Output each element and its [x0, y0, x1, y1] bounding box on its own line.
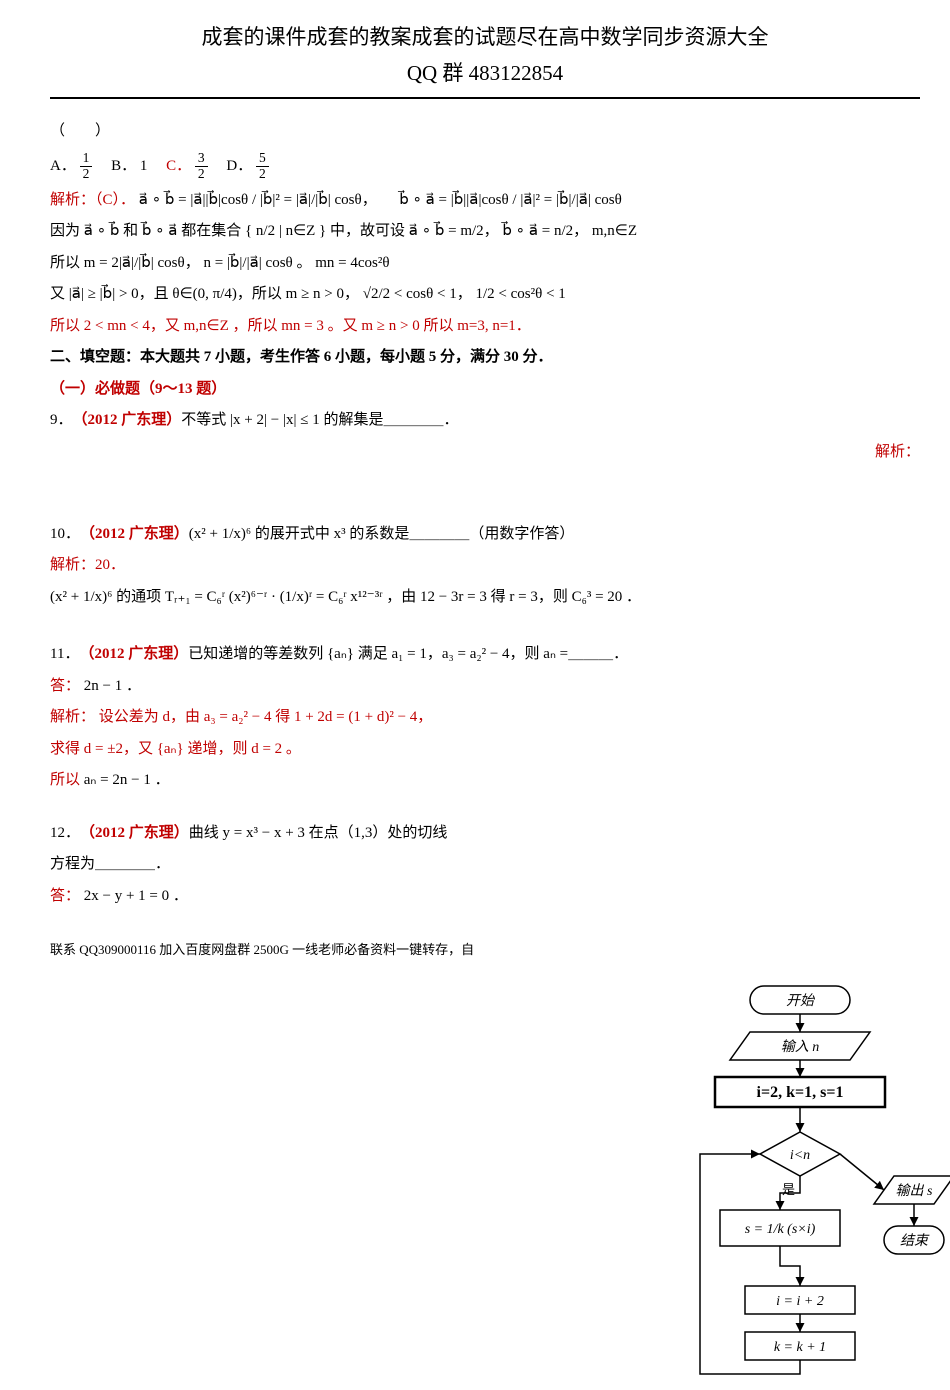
q12: 12． （2012 广东理） 曲线 y = x³ − x + 3 在点（1,3）… [50, 821, 920, 847]
optB-label: B． [111, 158, 136, 174]
svg-text:s = 1/k (s×i): s = 1/k (s×i) [745, 1222, 816, 1237]
q11-after: ． [613, 642, 628, 668]
q8-line-set: 因为 a⃗ ∘ b⃗ 和 b⃗ ∘ a⃗ 都在集合 { n/2 | n∈Z } … [50, 219, 920, 245]
flowchart-diagram: 开始输入 n i=2, k=1, s=1 i<n s = 1/k (s×i) i = i… [670, 980, 930, 1390]
svg-text:结束: 结束 [900, 1233, 930, 1249]
q8-line-again: 又 |a⃗| ≥ |b⃗| > 0，且 θ∈(0, π/4)，所以 m ≥ n … [50, 282, 920, 308]
q11-analysis-2: 求得 d = ±2，又 {aₙ} 递增，则 d = 2 。 [50, 737, 920, 763]
q10-num: 10． [50, 522, 80, 548]
q8-line-aob: a⃗ ∘ b⃗ = |a⃗||b⃗|cosθ / |b⃗|² = |a⃗|/|b… [139, 192, 622, 208]
q10-text: (x² + 1/x)⁶ 的展开式中 x³ 的系数是 [189, 522, 410, 548]
svg-text:输出 s: 输出 s [896, 1183, 933, 1199]
q8-paren: （ ） [50, 119, 920, 145]
page-footer: 联系 QQ309000116 加入百度网盘群 2500G 一线老师必备资料一键转… [50, 939, 920, 961]
q11-analysis-3b: aₙ = 2n − 1 ． [84, 772, 170, 788]
page-header: 成套的课件成套的教案成套的试题尽在高中数学同步资源大全 QQ 群 4831228… [50, 20, 920, 99]
svg-text:i=2, k=1, s=1: i=2, k=1, s=1 [757, 1084, 844, 1101]
q10: 10． （2012 广东理） (x² + 1/x)⁶ 的展开式中 x³ 的系数是… [50, 522, 920, 548]
optC-label: C． [166, 158, 191, 174]
q11-analysis-3-row: 所以 aₙ = 2n − 1 ． [50, 768, 920, 794]
q9: 9． （2012 广东理） 不等式 |x + 2| − |x| ≤ 1 的解集是… [50, 408, 920, 434]
q11-num: 11． [50, 642, 79, 668]
header-line2: QQ 群 483122854 [50, 56, 920, 92]
q11-tag: （2012 广东理） [79, 642, 188, 668]
header-line1: 成套的课件成套的教案成套的试题尽在高中数学同步资源大全 [50, 20, 920, 56]
q9-num: 9． [50, 408, 73, 434]
optB-val: 1 [140, 158, 148, 174]
q9-tag: （2012 广东理） [73, 408, 182, 434]
svg-text:开始: 开始 [786, 993, 816, 1009]
optD-label: D． [226, 158, 252, 174]
q8-options: A． 12 B． 1 C． 32 D． 52 [50, 151, 920, 182]
q11-ans-label: 答： [50, 678, 80, 694]
q9-blank: ＿＿＿＿ [383, 408, 443, 434]
section2-sub: （一）必做题（9～13 题） [50, 377, 920, 403]
optA-frac: 12 [80, 151, 93, 182]
q9-text: 不等式 |x + 2| − |x| ≤ 1 的解集是 [181, 408, 383, 434]
q9-after: ． [443, 408, 458, 434]
q11-analysis-label: 解析： [50, 709, 95, 725]
q12-num: 12． [50, 821, 80, 847]
q10-analysis-label: 解析：20． [50, 553, 920, 579]
q10-work: (x² + 1/x)⁶ 的通项 Tᵣ₊₁ = C₆ʳ (x²)⁶⁻ʳ · (1/… [50, 585, 920, 611]
q11-analysis-3a: 所以 [50, 772, 84, 788]
q12-text: 曲线 y = x³ − x + 3 在点（1,3）处的切线 [189, 821, 448, 847]
q11-analysis-1-row: 解析： 设公差为 d，由 a₃ = a₂² − 4 得 1 + 2d = (1 … [50, 705, 920, 731]
q12-line2: 方程为＿＿＿＿． [50, 852, 920, 878]
q11: 11． （2012 广东理） 已知递增的等差数列 {aₙ} 满足 a₁ = 1，… [50, 642, 920, 668]
q10-blank: ＿＿＿＿ [409, 522, 469, 548]
q12-ans: 2x − y + 1 = 0 ． [84, 888, 188, 904]
svg-text:是: 是 [782, 1182, 795, 1197]
optC-frac: 32 [195, 151, 208, 182]
q12-ans-label: 答： [50, 888, 80, 904]
section2-title: 二、填空题：本大题共 7 小题，考生作答 6 小题，每小题 5 分，满分 30 … [50, 345, 920, 371]
q10-tag: （2012 广东理） [80, 522, 189, 548]
q8-analysis-label: 解析：（C）． [50, 192, 135, 208]
q10-after: （用数字作答） [469, 522, 574, 548]
q8-line-final: 所以 2 < mn < 4，又 m,n∈Z ，所以 mn = 3 。又 m ≥ … [50, 314, 920, 340]
q11-analysis-1: 设公差为 d，由 a₃ = a₂² − 4 得 1 + 2d = (1 + d)… [99, 709, 433, 725]
spacer: 解析： [50, 440, 920, 480]
q8-analysis-row: 解析：（C）． a⃗ ∘ b⃗ = |a⃗||b⃗|cosθ / |b⃗|² =… [50, 188, 920, 214]
q12-ans-row: 答： 2x − y + 1 = 0 ． [50, 884, 920, 910]
q11-text: 已知递增的等差数列 {aₙ} 满足 a₁ = 1，a₃ = a₂² − 4，则 … [188, 642, 568, 668]
q8-line-mn: 所以 m = 2|a⃗|/|b⃗| cosθ， n = |b⃗|/|a⃗| co… [50, 251, 920, 277]
q11-blank: ＿＿＿ [568, 642, 613, 668]
svg-text:i<n: i<n [790, 1148, 810, 1163]
spacer3 [50, 616, 920, 636]
spacer2 [50, 486, 920, 516]
q11-ans-row: 答： 2n − 1 ． [50, 674, 920, 700]
q9-analysis-label: 解析： [875, 440, 920, 466]
flowchart-svg: 开始输入 n i=2, k=1, s=1 i<n s = 1/k (s×i) i = i… [670, 980, 950, 1380]
svg-text:k = k + 1: k = k + 1 [774, 1340, 826, 1355]
svg-text:i = i + 2: i = i + 2 [776, 1294, 824, 1309]
q12-tag: （2012 广东理） [80, 821, 189, 847]
optA-label: A． [50, 158, 76, 174]
q11-ans: 2n − 1 ． [84, 678, 141, 694]
optD-frac: 52 [256, 151, 269, 182]
svg-text:输入 n: 输入 n [781, 1039, 820, 1055]
spacer4 [50, 800, 920, 815]
